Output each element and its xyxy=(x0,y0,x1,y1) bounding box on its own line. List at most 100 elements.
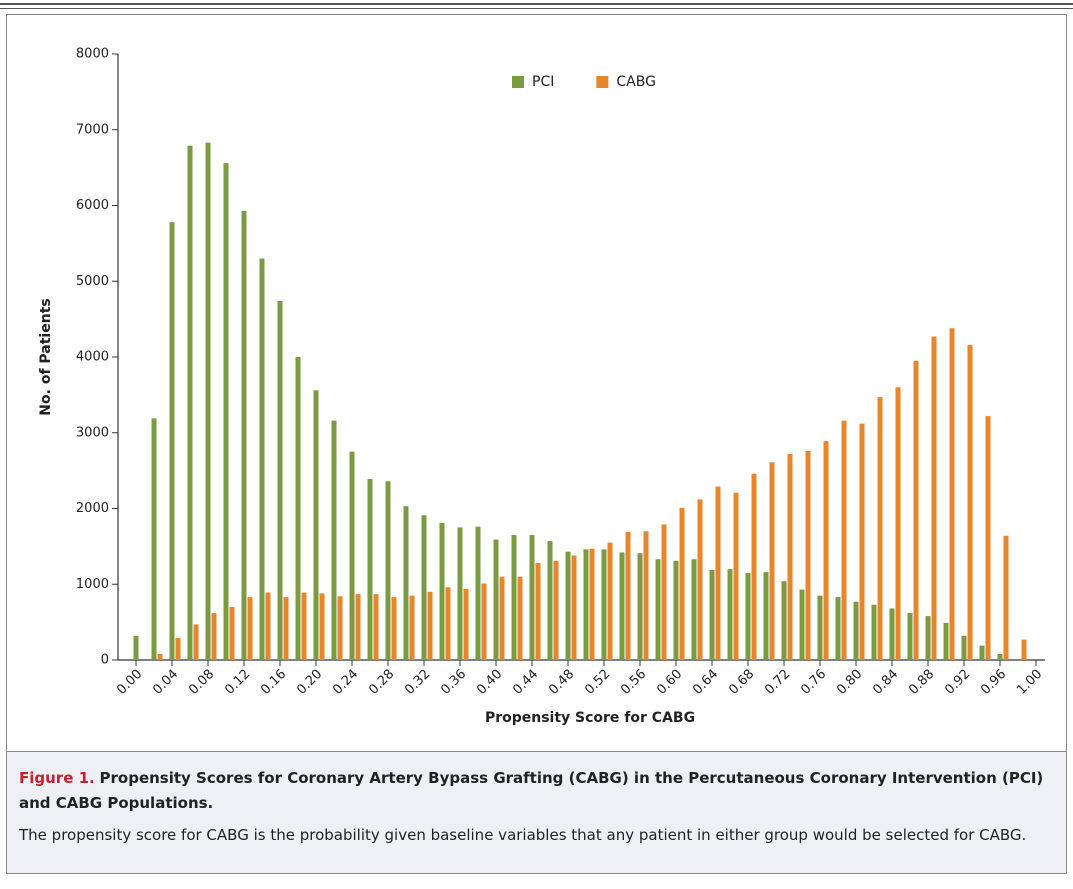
x-tick-label: 0.20 xyxy=(294,667,325,698)
bar xyxy=(781,581,787,660)
legend-swatch xyxy=(512,76,524,88)
bar xyxy=(337,596,343,660)
bar xyxy=(259,258,265,660)
x-tick-label: 0.32 xyxy=(402,667,433,698)
bar xyxy=(985,416,991,660)
bar xyxy=(859,423,865,660)
bar xyxy=(439,522,445,660)
x-tick-label: 0.96 xyxy=(978,667,1009,698)
x-tick-label: 0.48 xyxy=(546,667,577,698)
x-tick-label: 0.36 xyxy=(438,667,469,698)
bar xyxy=(763,572,769,660)
bar xyxy=(277,300,283,660)
bar xyxy=(1003,535,1009,660)
bar xyxy=(997,653,1003,660)
x-tick-label: 0.16 xyxy=(258,667,289,698)
bar xyxy=(1021,639,1027,660)
x-tick-label: 0.12 xyxy=(222,667,253,698)
bar xyxy=(895,387,901,660)
y-tick-label: 0 xyxy=(101,653,109,668)
bar xyxy=(157,653,163,660)
bar xyxy=(679,507,685,660)
chart: Propensity Score for CABG No. of Patient… xyxy=(38,47,1045,727)
bar xyxy=(961,635,967,660)
bar xyxy=(445,587,451,660)
bar xyxy=(421,515,427,660)
x-tick-label: 0.80 xyxy=(834,667,865,698)
bar xyxy=(175,638,181,660)
bar xyxy=(655,559,661,660)
bar xyxy=(547,541,553,660)
bar xyxy=(535,563,541,660)
x-tick-label: 0.76 xyxy=(798,667,829,698)
bar xyxy=(391,597,397,660)
bar xyxy=(871,604,877,660)
bar xyxy=(349,451,355,660)
legend-label: PCI xyxy=(532,74,554,90)
y-tick-label: 6000 xyxy=(76,198,109,213)
bar xyxy=(709,569,715,660)
x-tick-label: 0.56 xyxy=(618,667,649,698)
x-tick-label: 0.28 xyxy=(366,667,397,698)
bar xyxy=(313,390,319,660)
bar xyxy=(817,595,823,660)
bar xyxy=(499,576,505,660)
caption-title: Propensity Scores for Coronary Artery By… xyxy=(19,769,1044,812)
bar xyxy=(511,535,517,660)
bar xyxy=(877,397,883,660)
bar xyxy=(697,499,703,660)
bar xyxy=(619,552,625,660)
top-rule xyxy=(0,8,1073,9)
bar xyxy=(151,418,157,660)
bar xyxy=(427,591,433,660)
x-tick-label: 0.40 xyxy=(474,667,505,698)
y-tick-label: 4000 xyxy=(76,350,109,365)
bar xyxy=(367,478,373,660)
bar xyxy=(319,593,325,660)
bar xyxy=(583,549,589,660)
x-tick-label: 0.00 xyxy=(114,667,145,698)
legend-swatch xyxy=(596,76,609,88)
bar xyxy=(715,486,721,660)
bar xyxy=(673,560,679,660)
bar xyxy=(745,572,751,660)
bar xyxy=(373,594,379,660)
bar xyxy=(517,576,523,660)
bar xyxy=(733,492,739,660)
bar xyxy=(769,462,775,660)
bar xyxy=(691,559,697,660)
bar xyxy=(169,222,175,661)
bar xyxy=(907,613,913,660)
x-tick-label: 0.08 xyxy=(186,667,217,698)
bar xyxy=(643,531,649,660)
bar xyxy=(943,622,949,660)
bar xyxy=(355,594,361,660)
x-tick-label: 0.88 xyxy=(906,667,937,698)
bar xyxy=(529,535,535,660)
bar xyxy=(229,606,235,660)
bar xyxy=(403,506,409,660)
x-tick-label: 0.60 xyxy=(654,667,685,698)
bar xyxy=(841,420,847,660)
bar xyxy=(475,526,481,660)
x-tick-label: 0.44 xyxy=(510,667,541,698)
x-tick-label: 0.24 xyxy=(330,667,361,698)
bar xyxy=(589,548,595,660)
bar xyxy=(193,624,199,660)
bar xyxy=(925,616,931,660)
y-tick-label: 5000 xyxy=(76,274,109,289)
figure-frame xyxy=(6,14,1067,874)
bar xyxy=(805,450,811,660)
bar xyxy=(727,569,733,660)
bar xyxy=(607,542,613,660)
bar xyxy=(295,357,301,660)
x-tick-label: 0.72 xyxy=(762,667,793,698)
bar xyxy=(967,344,973,660)
x-tick-label: 0.52 xyxy=(582,667,613,698)
bar xyxy=(751,473,757,660)
bar xyxy=(463,588,469,660)
bar xyxy=(799,589,805,660)
y-tick-label: 3000 xyxy=(76,425,109,440)
bar xyxy=(931,336,937,660)
